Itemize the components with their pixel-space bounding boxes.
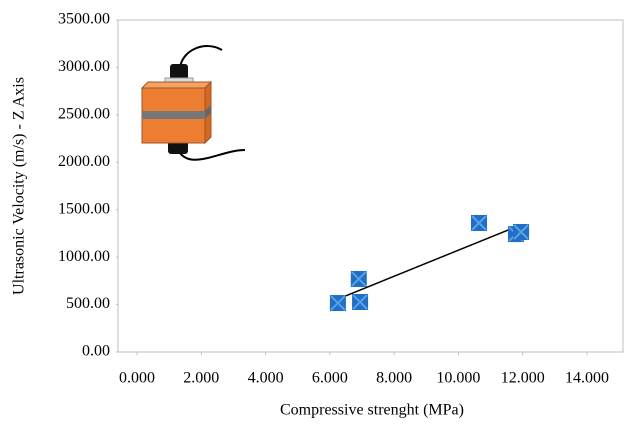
point — [351, 271, 367, 287]
x-axis-label: Compressive strenght (MPa) — [280, 402, 464, 419]
y-tick-label: 2500.00 — [58, 106, 110, 123]
sensor-icon — [142, 46, 245, 160]
y-axis-label: Ultrasonic Velocity (m/s) - Z Axis — [11, 77, 28, 295]
point — [513, 224, 529, 240]
x-tick-label: 0.000 — [119, 370, 155, 387]
x-tick-label: 2.000 — [183, 370, 219, 387]
x-tick-label: 8.000 — [376, 370, 412, 387]
x-tick-label: 12.000 — [501, 370, 545, 387]
y-tick-label: 3000.00 — [58, 58, 110, 75]
y-tick-label: 1500.00 — [58, 200, 110, 217]
x-tick-label: 14.000 — [565, 370, 609, 387]
point — [471, 215, 487, 231]
y-tick-label: 500.00 — [66, 295, 110, 312]
point — [330, 295, 346, 311]
x-tick-label: 4.000 — [248, 370, 284, 387]
y-tick-label: 3500.00 — [58, 11, 110, 28]
plot-frame — [118, 20, 623, 352]
point — [352, 294, 368, 310]
trendline — [338, 225, 521, 299]
x-tick-label: 6.000 — [312, 370, 348, 387]
chart: Ultrasonic Velocity (m/s) - Z Axis Compr… — [0, 0, 625, 424]
y-tick-label: 0.00 — [82, 343, 110, 360]
y-tick-label: 1000.00 — [58, 248, 110, 265]
y-tick-label: 2000.00 — [58, 153, 110, 170]
x-tick-label: 10.000 — [436, 370, 480, 387]
